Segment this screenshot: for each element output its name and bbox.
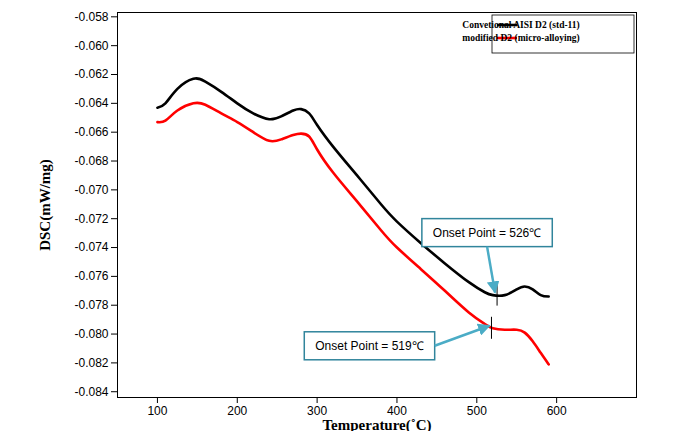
- svg-text:300: 300: [307, 404, 328, 418]
- svg-text:-0.074: -0.074: [74, 240, 108, 254]
- svg-text:-0.072: -0.072: [74, 212, 108, 226]
- svg-text:-0.076: -0.076: [74, 269, 108, 283]
- svg-text:modified D2 (micro-alloying): modified D2 (micro-alloying): [462, 33, 580, 44]
- svg-text:-0.064: -0.064: [74, 96, 108, 110]
- svg-text:-0.082: -0.082: [74, 356, 108, 370]
- svg-text:100: 100: [147, 404, 167, 418]
- svg-text:-0.060: -0.060: [74, 39, 108, 53]
- svg-text:-0.058: -0.058: [74, 10, 108, 24]
- svg-text:600: 600: [547, 404, 567, 418]
- svg-text:500: 500: [467, 404, 487, 418]
- svg-text:DSC(mW/mg): DSC(mW/mg): [37, 159, 54, 251]
- svg-text:Onset Point = 526℃: Onset Point = 526℃: [433, 226, 541, 240]
- svg-text:-0.084: -0.084: [74, 385, 108, 399]
- svg-text:-0.068: -0.068: [74, 154, 108, 168]
- svg-text:-0.066: -0.066: [74, 125, 108, 139]
- svg-text:-0.070: -0.070: [74, 183, 108, 197]
- svg-text:-0.080: -0.080: [74, 327, 108, 341]
- svg-text:200: 200: [227, 404, 247, 418]
- svg-text:-0.078: -0.078: [74, 298, 108, 312]
- svg-text:-0.062: -0.062: [74, 67, 108, 81]
- svg-text:400: 400: [386, 404, 407, 418]
- svg-text:Temperature(˚C): Temperature(˚C): [322, 417, 431, 431]
- svg-text:Convetional AISI D2 (std-11): Convetional AISI D2 (std-11): [462, 20, 579, 31]
- svg-text:Onset Point = 519℃: Onset Point = 519℃: [315, 339, 423, 353]
